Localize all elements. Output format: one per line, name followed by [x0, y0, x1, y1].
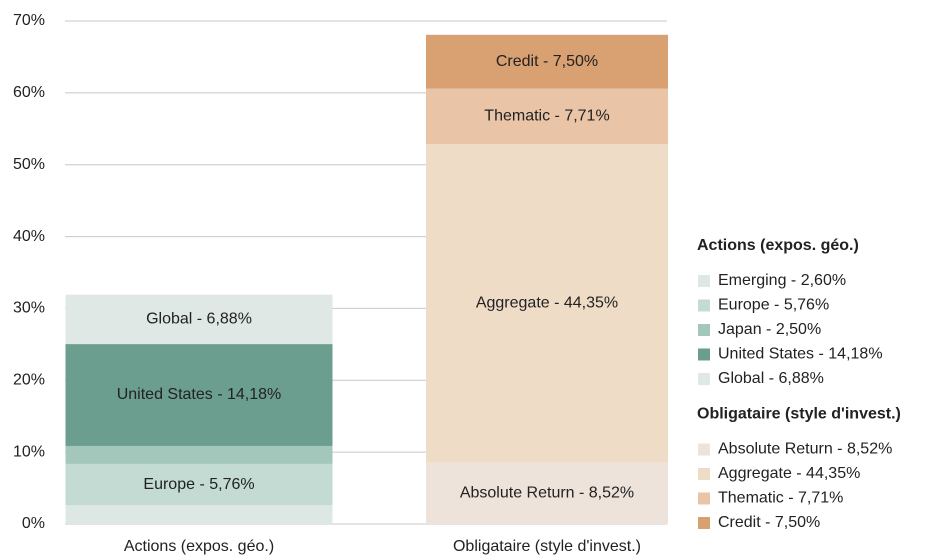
data-label: Global - 6,88%	[146, 311, 252, 328]
bar-segment	[426, 144, 668, 463]
legend-swatch	[698, 443, 710, 456]
bar-segment	[426, 88, 668, 145]
y-tick-label: 20%	[13, 372, 45, 389]
y-tick-label: 10%	[13, 443, 45, 460]
y-tick-label: 60%	[13, 84, 45, 101]
legend-label: Emerging - 2,60%	[718, 272, 846, 289]
legend-swatch	[698, 492, 710, 505]
legend-label: Credit - 7,50%	[718, 514, 820, 531]
legend-label: Absolute Return - 8,52%	[718, 441, 892, 458]
legend-label: Thematic - 7,71%	[718, 490, 843, 507]
legend-swatch	[698, 348, 710, 361]
bar-segment	[65, 505, 333, 524]
bar-segment	[426, 462, 668, 524]
bar-segment	[65, 463, 333, 506]
legend-heading: Obligataire (style d'invest.)	[697, 406, 901, 423]
y-tick-label: 40%	[13, 228, 45, 245]
legend-label: Japan - 2,50%	[718, 321, 821, 338]
legend-label: Aggregate - 44,35%	[718, 465, 860, 482]
y-tick-label: 50%	[13, 156, 45, 173]
data-label: Thematic - 7,71%	[484, 108, 609, 125]
bar-segment	[426, 34, 668, 89]
legend-swatch	[698, 468, 710, 480]
data-label: Credit - 7,50%	[496, 53, 598, 70]
legend-label: Europe - 5,76%	[718, 297, 829, 314]
legend-swatch	[698, 373, 710, 385]
legend-label: Global - 6,88%	[718, 370, 824, 387]
x-tick-label: Obligataire (style d'invest.)	[453, 538, 641, 555]
y-tick-label: 0%	[22, 515, 45, 532]
data-label: Europe - 5,76%	[143, 476, 254, 493]
legend-label: United States - 14,18%	[718, 346, 883, 363]
y-tick-label: 30%	[13, 300, 45, 317]
legend-swatch	[698, 275, 710, 287]
bar-segment	[65, 344, 333, 446]
x-tick-label: Actions (expos. géo.)	[124, 538, 274, 555]
legend-heading: Actions (expos. géo.)	[697, 237, 859, 254]
legend-swatch	[698, 299, 710, 312]
bar-segment	[65, 445, 333, 464]
y-tick-label: 70%	[13, 12, 45, 29]
legend-swatch	[698, 517, 710, 529]
data-label: Aggregate - 44,35%	[476, 295, 618, 312]
data-label: Absolute Return - 8,52%	[460, 485, 634, 502]
bar-segment	[65, 294, 333, 345]
data-label: United States - 14,18%	[117, 386, 282, 403]
legend-swatch	[698, 324, 710, 336]
